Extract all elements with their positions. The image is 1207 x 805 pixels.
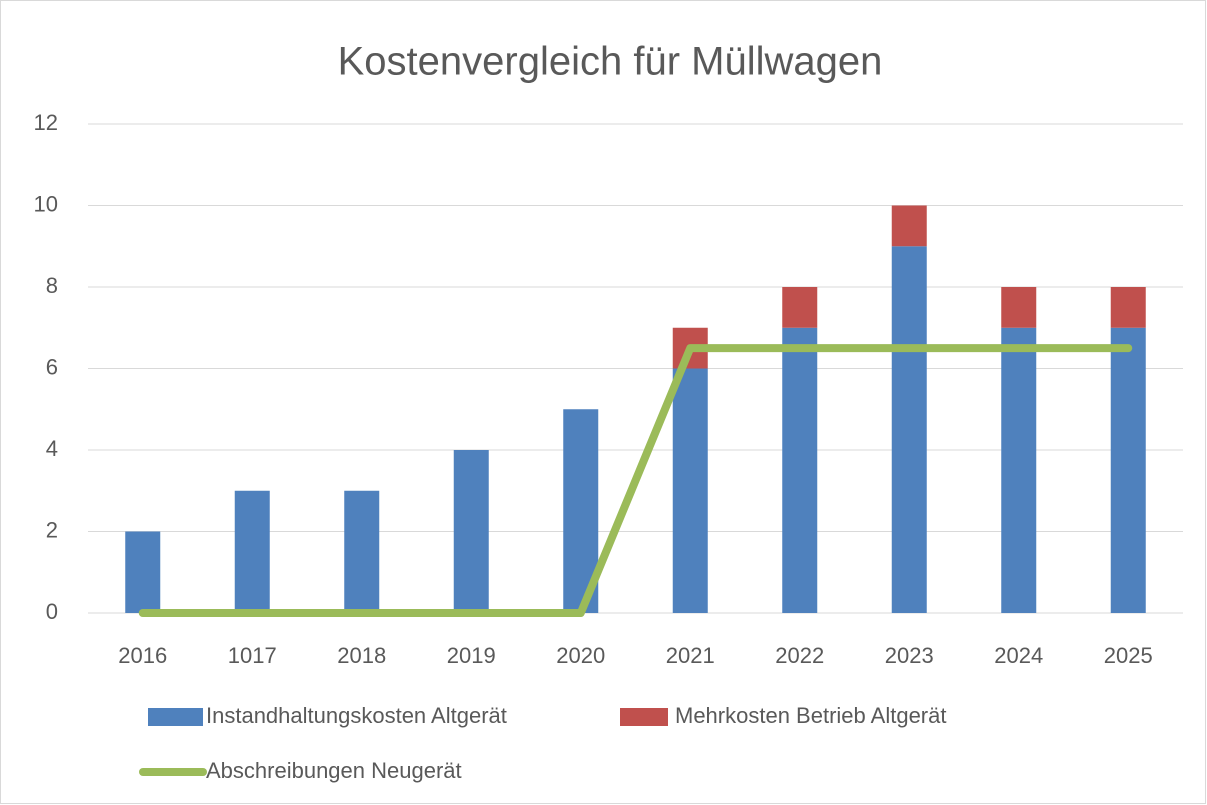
x-tick-label: 1017 (228, 643, 277, 668)
bar (891, 246, 927, 613)
y-tick-label: 8 (46, 273, 58, 298)
legend-swatch (620, 708, 668, 726)
x-tick-label: 2021 (666, 643, 715, 668)
x-tick-label: 2018 (337, 643, 386, 668)
bar (782, 287, 818, 328)
bar (672, 368, 708, 613)
chart-title: Kostenvergleich für Müllwagen (338, 40, 883, 84)
x-tick-label: 2024 (994, 643, 1043, 668)
bar (891, 205, 927, 247)
y-tick-label: 2 (46, 517, 58, 542)
legend-label: Instandhaltungskosten Altgerät (206, 703, 507, 728)
line (138, 344, 1133, 617)
bar (1110, 287, 1146, 328)
bar (1110, 327, 1146, 613)
bar (344, 490, 380, 613)
bar (1001, 327, 1037, 613)
x-tick-label: 2023 (885, 643, 934, 668)
bar (782, 327, 818, 613)
y-tick-label: 4 (46, 436, 58, 461)
x-tick-label: 2020 (556, 643, 605, 668)
bar (1001, 287, 1037, 328)
x-tick-label: 2025 (1104, 643, 1153, 668)
x-tick-label: 2016 (118, 643, 167, 668)
x-tick-label: 2022 (775, 643, 824, 668)
y-tick-label: 10 (34, 191, 58, 216)
bar (453, 450, 489, 613)
y-tick-label: 0 (46, 599, 58, 624)
y-tick-label: 6 (46, 354, 58, 379)
legend-label: Mehrkosten Betrieb Altgerät (675, 703, 946, 728)
legend-label: Abschreibungen Neugerät (206, 758, 462, 783)
y-tick-label: 12 (34, 110, 58, 135)
bar (125, 531, 161, 613)
legend-swatch (148, 708, 203, 726)
bar (234, 490, 270, 613)
x-tick-label: 2019 (447, 643, 496, 668)
